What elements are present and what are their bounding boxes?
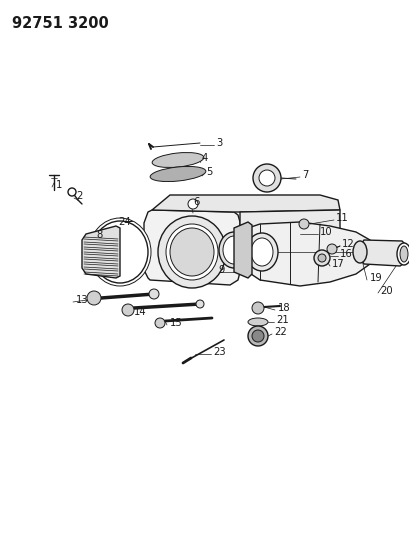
Ellipse shape (250, 238, 272, 266)
Polygon shape (234, 222, 252, 278)
Text: 12: 12 (341, 239, 354, 249)
Ellipse shape (396, 243, 409, 265)
Circle shape (188, 199, 198, 209)
Text: 22: 22 (273, 327, 286, 337)
Circle shape (247, 326, 267, 346)
Text: 24: 24 (118, 217, 130, 227)
Circle shape (252, 302, 263, 314)
Text: 14: 14 (134, 307, 146, 317)
Ellipse shape (92, 221, 148, 283)
Text: 10: 10 (319, 227, 332, 237)
Ellipse shape (157, 216, 225, 288)
Circle shape (148, 289, 159, 299)
Ellipse shape (245, 233, 277, 271)
Text: 4: 4 (202, 153, 208, 163)
Text: 20: 20 (379, 286, 392, 296)
Text: 7: 7 (301, 170, 308, 180)
Ellipse shape (152, 152, 203, 167)
Text: 21: 21 (275, 315, 288, 325)
Text: 15: 15 (170, 318, 182, 328)
Text: 3: 3 (216, 138, 222, 148)
Circle shape (326, 244, 336, 254)
Ellipse shape (89, 218, 151, 286)
Ellipse shape (170, 228, 213, 276)
Text: 5: 5 (205, 167, 212, 177)
Text: 23: 23 (213, 347, 225, 357)
Polygon shape (144, 210, 239, 285)
Circle shape (122, 304, 134, 316)
Polygon shape (359, 240, 405, 266)
Circle shape (317, 254, 325, 262)
Circle shape (87, 291, 101, 305)
Text: 92751 3200: 92751 3200 (12, 16, 108, 31)
Text: 1: 1 (56, 180, 62, 190)
Circle shape (313, 250, 329, 266)
Circle shape (298, 219, 308, 229)
Ellipse shape (247, 318, 267, 326)
Text: 13: 13 (76, 295, 88, 305)
Circle shape (258, 170, 274, 186)
Text: 11: 11 (335, 213, 348, 223)
Ellipse shape (218, 232, 248, 268)
Text: 19: 19 (369, 273, 382, 283)
Ellipse shape (222, 236, 245, 264)
Ellipse shape (352, 241, 366, 263)
Polygon shape (239, 210, 339, 272)
Ellipse shape (166, 224, 218, 280)
Polygon shape (152, 195, 339, 212)
Text: 17: 17 (331, 259, 344, 269)
Ellipse shape (150, 166, 205, 182)
Polygon shape (82, 226, 120, 278)
Text: 8: 8 (96, 230, 102, 240)
Circle shape (252, 164, 280, 192)
Text: 6: 6 (193, 197, 199, 207)
Text: 9: 9 (218, 265, 224, 275)
Circle shape (68, 188, 76, 196)
Polygon shape (247, 222, 375, 286)
Text: 2: 2 (76, 191, 82, 201)
Circle shape (252, 330, 263, 342)
Text: 16: 16 (339, 249, 352, 259)
Circle shape (196, 300, 204, 308)
Circle shape (155, 318, 164, 328)
Text: 18: 18 (277, 303, 290, 313)
Ellipse shape (399, 246, 407, 262)
